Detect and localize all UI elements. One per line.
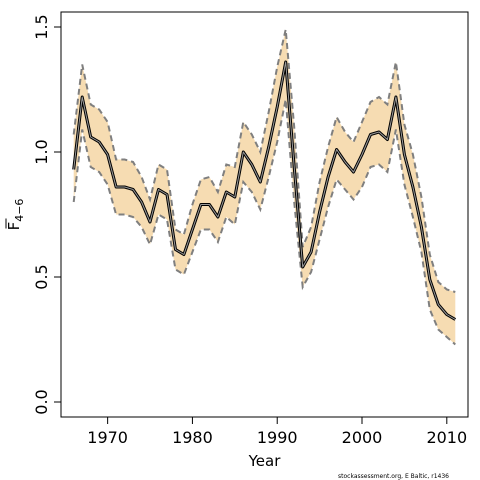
x-axis-title: Year bbox=[248, 452, 282, 470]
y-axis-title-subscript: 4−6 bbox=[13, 199, 26, 222]
y-tick-label: 0.0 bbox=[32, 389, 51, 414]
estimate-line-layer bbox=[72, 60, 457, 321]
confidence-band-layer bbox=[72, 29, 456, 346]
x-tick-label: 1980 bbox=[172, 428, 213, 447]
y-tick-label: 1.0 bbox=[32, 139, 51, 164]
upper-bound-line bbox=[72, 29, 456, 293]
x-axis: 1970 1980 1990 2000 2010 bbox=[87, 416, 467, 447]
y-axis-title: F4−6 bbox=[5, 199, 26, 231]
svg-text:F4−6: F4−6 bbox=[5, 199, 26, 231]
y-tick-label: 0.5 bbox=[32, 264, 51, 289]
lower-bound-line bbox=[72, 99, 456, 346]
y-axis-title-main: F bbox=[5, 222, 23, 231]
credit-text: stockassessment.org, E Baltic, r1436 bbox=[338, 473, 449, 480]
x-tick-label: 1990 bbox=[257, 428, 298, 447]
x-tick-label: 2010 bbox=[426, 428, 467, 447]
estimate-line-highlight bbox=[73, 61, 456, 320]
x-tick-label: 2000 bbox=[342, 428, 383, 447]
y-tick-label: 1.5 bbox=[32, 14, 51, 39]
y-axis: 0.0 0.5 1.0 1.5 bbox=[32, 14, 62, 415]
confidence-band bbox=[73, 29, 456, 345]
x-tick-label: 1970 bbox=[87, 428, 128, 447]
